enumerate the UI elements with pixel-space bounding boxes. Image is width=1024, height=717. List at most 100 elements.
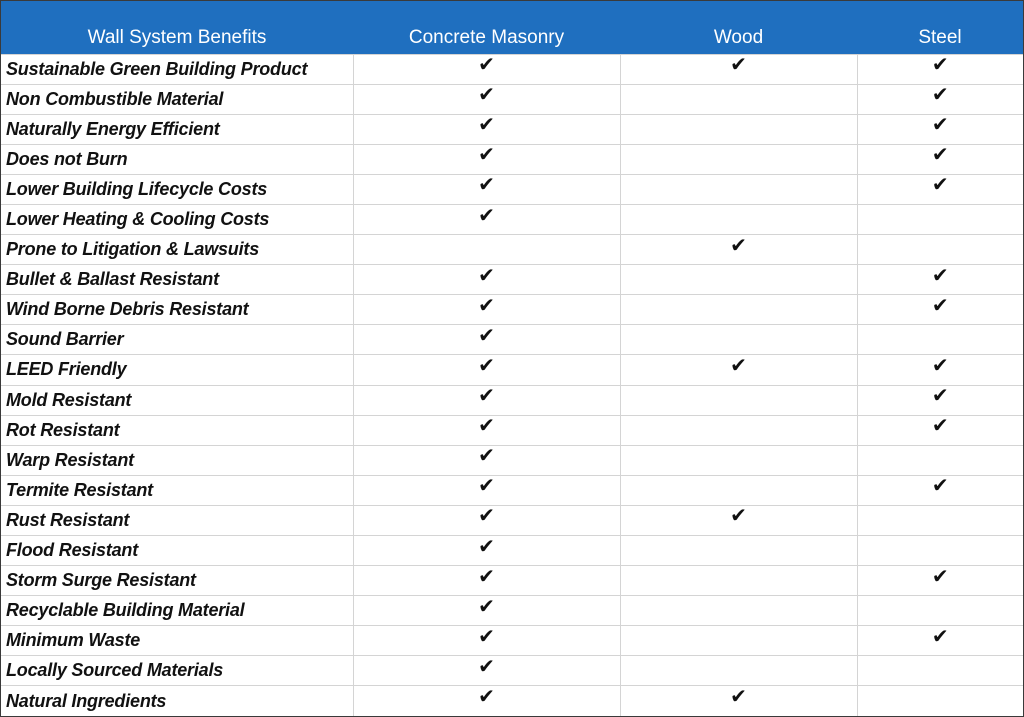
- checkmark-icon: ✔: [478, 52, 495, 77]
- cell-steel: [856, 234, 1023, 265]
- benefit-label: Naturally Energy Efficient: [1, 113, 353, 145]
- cell-wood: [619, 294, 857, 325]
- checkmark-icon: ✔: [478, 322, 495, 347]
- table-row: Recyclable Building Material ✔: [1, 593, 1023, 626]
- cell-concrete: ✔: [352, 82, 620, 115]
- cell-wood: [619, 595, 857, 626]
- cell-wood: ✔: [619, 504, 857, 536]
- benefit-label: Prone to Litigation & Lawsuits: [1, 234, 353, 265]
- table-row: Flood Resistant ✔: [1, 534, 1023, 566]
- cell-steel: [856, 655, 1023, 686]
- cell-steel: [856, 203, 1023, 235]
- cell-steel: ✔: [856, 264, 1023, 295]
- benefit-label: Lower Heating & Cooling Costs: [1, 203, 353, 235]
- cell-concrete: ✔: [352, 625, 620, 656]
- checkmark-icon: ✔: [931, 112, 949, 137]
- table-header: Wall System Benefits Concrete Masonry Wo…: [1, 1, 1023, 54]
- benefit-label: Sustainable Green Building Product: [1, 53, 353, 85]
- benefit-label: Recyclable Building Material: [1, 595, 353, 626]
- benefit-label: Does not Burn: [1, 143, 353, 175]
- benefit-label: Locally Sourced Materials: [1, 655, 353, 686]
- cell-concrete: ✔: [352, 294, 620, 325]
- cell-concrete: ✔: [352, 322, 620, 355]
- checkmark-icon: ✔: [931, 292, 949, 317]
- cell-concrete: ✔: [352, 444, 620, 476]
- cell-concrete: ✔: [352, 52, 620, 85]
- checkmark-icon: ✔: [478, 262, 495, 287]
- checkmark-icon: ✔: [931, 473, 949, 498]
- table-row: Sustainable Green Building Product ✔ ✔ ✔: [1, 52, 1023, 85]
- checkmark-icon: ✔: [478, 593, 495, 618]
- benefit-label: Warp Resistant: [1, 444, 353, 476]
- cell-concrete: [352, 234, 620, 265]
- table-row: Wind Borne Debris Resistant ✔ ✔: [1, 292, 1023, 325]
- cell-concrete: ✔: [352, 504, 620, 536]
- cell-wood: [619, 83, 857, 115]
- cell-concrete: ✔: [352, 414, 620, 446]
- table-row: Rust Resistant ✔ ✔: [1, 504, 1023, 536]
- checkmark-icon: ✔: [931, 413, 949, 438]
- cell-concrete: ✔: [352, 684, 620, 717]
- cell-steel: [856, 444, 1023, 476]
- cell-steel: ✔: [856, 625, 1023, 656]
- checkmark-icon: ✔: [478, 383, 495, 408]
- checkmark-icon: ✔: [730, 684, 747, 709]
- benefit-label: Flood Resistant: [1, 534, 353, 566]
- header-steel: Steel: [918, 26, 962, 48]
- checkmark-icon: ✔: [478, 112, 495, 137]
- checkmark-icon: ✔: [931, 172, 949, 197]
- cell-steel: [856, 595, 1023, 626]
- cell-wood: [619, 384, 857, 416]
- table-row: Lower Building Lifecycle Costs ✔ ✔: [1, 172, 1023, 205]
- cell-wood: [619, 203, 857, 235]
- table-row: LEED Friendly ✔ ✔ ✔: [1, 352, 1023, 386]
- checkmark-icon: ✔: [931, 142, 949, 167]
- cell-concrete: ✔: [352, 563, 620, 596]
- cell-wood: [619, 474, 857, 506]
- table-row: Naturally Energy Efficient ✔ ✔: [1, 112, 1023, 145]
- cell-steel: ✔: [856, 384, 1023, 416]
- table-body: Sustainable Green Building Product ✔ ✔ ✔ Non…: [1, 52, 1023, 717]
- cell-wood: [619, 414, 857, 446]
- cell-wood: [619, 324, 857, 355]
- table-row: Warp Resistant ✔: [1, 444, 1023, 476]
- checkmark-icon: ✔: [478, 82, 495, 107]
- cell-wood: [619, 655, 857, 686]
- cell-concrete: ✔: [352, 142, 620, 175]
- checkmark-icon: ✔: [931, 82, 949, 107]
- cell-steel: ✔: [856, 565, 1023, 596]
- checkmark-icon: ✔: [478, 142, 495, 167]
- cell-concrete: ✔: [352, 262, 620, 295]
- cell-steel: ✔: [856, 142, 1023, 175]
- cell-concrete: ✔: [352, 203, 620, 235]
- benefit-label: Rust Resistant: [1, 504, 353, 536]
- cell-wood: ✔: [619, 234, 857, 265]
- table-row: Bullet & Ballast Resistant ✔ ✔: [1, 262, 1023, 295]
- cell-concrete: ✔: [352, 112, 620, 145]
- cell-concrete: ✔: [352, 655, 620, 686]
- cell-wood: [619, 444, 857, 476]
- cell-steel: ✔: [856, 292, 1023, 325]
- benefit-label: Sound Barrier: [1, 324, 353, 355]
- benefit-label: Mold Resistant: [1, 384, 353, 416]
- cell-steel: ✔: [856, 413, 1023, 446]
- benefit-label: Minimum Waste: [1, 625, 353, 656]
- cell-steel: [856, 685, 1023, 717]
- checkmark-icon: ✔: [730, 52, 747, 77]
- header-concrete-masonry: Concrete Masonry: [408, 26, 565, 48]
- checkmark-icon: ✔: [478, 563, 495, 588]
- cell-steel: [856, 504, 1023, 536]
- benefit-label: Wind Borne Debris Resistant: [1, 294, 353, 325]
- table-row: Does not Burn ✔ ✔: [1, 142, 1023, 175]
- cell-wood: [619, 565, 857, 596]
- checkmark-icon: ✔: [478, 684, 495, 709]
- cell-steel: ✔: [856, 112, 1023, 145]
- cell-wood: ✔: [619, 52, 857, 85]
- cell-wood: [619, 143, 857, 175]
- cell-wood: [619, 113, 857, 145]
- checkmark-icon: ✔: [478, 352, 495, 377]
- cell-concrete: ✔: [352, 593, 620, 626]
- checkmark-icon: ✔: [730, 352, 747, 377]
